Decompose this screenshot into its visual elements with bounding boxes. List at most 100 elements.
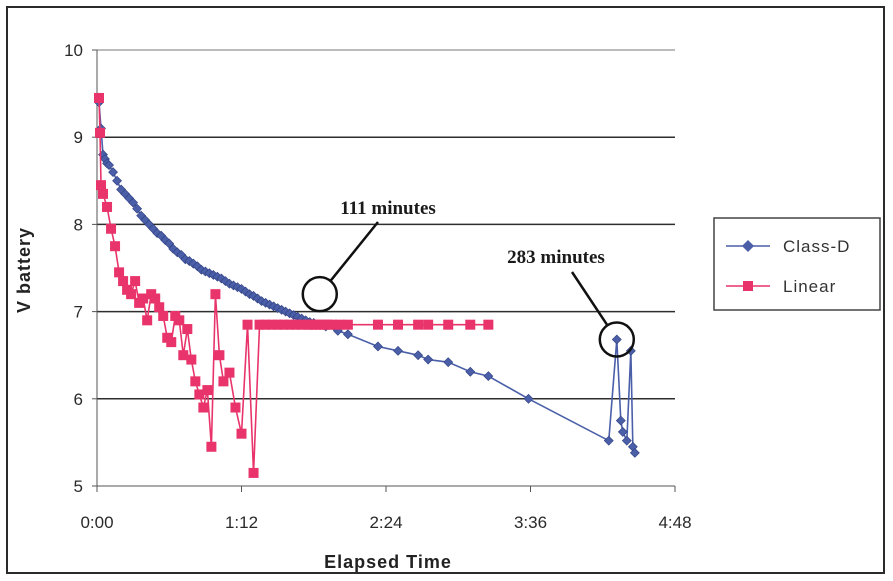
data-point <box>102 201 113 212</box>
series-linear <box>94 92 494 478</box>
data-point <box>210 289 221 300</box>
data-point <box>629 447 640 458</box>
data-point <box>182 324 193 335</box>
data-point <box>174 315 185 326</box>
data-point <box>465 319 476 330</box>
x-axis-title: Elapsed Time <box>324 552 452 572</box>
data-point <box>342 319 353 330</box>
data-point <box>154 302 165 313</box>
highlight-circle <box>598 321 636 358</box>
data-point <box>98 188 109 199</box>
data-point <box>202 385 213 396</box>
data-point <box>248 467 259 478</box>
data-point <box>214 350 225 361</box>
data-point <box>254 319 265 330</box>
x-tick-label: 4:48 <box>658 513 691 532</box>
data-point <box>334 319 345 330</box>
series-layer <box>94 92 640 478</box>
data-point <box>158 310 169 321</box>
data-point <box>465 366 476 377</box>
annotation-label: 283 minutes <box>507 247 605 268</box>
data-point <box>483 371 494 382</box>
data-point <box>224 367 235 378</box>
axes: 5 6 7 8 9 10 0:00 1:12 2:24 3:36 4:48 <box>64 41 691 532</box>
legend: Class-D Linear <box>713 217 881 311</box>
data-point <box>150 293 161 304</box>
y-tick-label: 5 <box>74 477 83 496</box>
data-point <box>142 315 153 326</box>
data-point <box>443 319 454 330</box>
data-point <box>611 334 622 345</box>
data-point <box>198 402 209 413</box>
data-point <box>278 319 289 330</box>
y-tick-label: 6 <box>74 390 83 409</box>
y-tick-label: 9 <box>74 128 83 147</box>
data-point <box>423 319 434 330</box>
legend-label: Class-D <box>783 237 850 256</box>
data-point <box>621 435 632 446</box>
data-point <box>118 276 129 287</box>
annotation-label: 111 minutes <box>340 198 436 219</box>
data-point <box>372 319 383 330</box>
data-point <box>112 175 122 186</box>
data-point <box>342 329 353 340</box>
data-point <box>423 354 434 365</box>
x-tick-label: 3:36 <box>514 513 547 532</box>
data-point <box>393 345 403 356</box>
data-point <box>186 354 197 365</box>
data-point <box>194 389 205 400</box>
data-point <box>230 402 241 413</box>
data-point <box>166 337 177 348</box>
data-point <box>242 319 253 330</box>
x-tick-label: 2:24 <box>369 513 402 532</box>
data-point <box>272 319 283 330</box>
data-point <box>266 319 277 330</box>
legend-marker <box>743 281 753 291</box>
data-point <box>132 203 143 214</box>
data-point <box>218 376 229 387</box>
data-point <box>130 276 141 287</box>
data-point <box>236 428 247 439</box>
data-point <box>106 223 117 234</box>
annotations: 111 minutes 283 minutes <box>301 198 636 358</box>
data-point <box>413 350 424 361</box>
data-point <box>104 160 114 171</box>
data-point <box>138 293 149 304</box>
data-point <box>260 319 271 330</box>
data-point <box>483 319 494 330</box>
y-tick-label: 8 <box>74 215 83 234</box>
data-point <box>108 167 118 178</box>
data-point <box>296 319 307 330</box>
data-point <box>523 393 534 404</box>
gridlines <box>97 49 675 400</box>
data-point <box>95 127 106 138</box>
data-point <box>114 267 125 278</box>
data-point <box>128 197 139 208</box>
data-point <box>284 319 295 330</box>
data-point <box>413 319 424 330</box>
annotation-arrow <box>570 271 609 327</box>
x-tick-label: 1:12 <box>225 513 258 532</box>
data-point <box>94 92 105 103</box>
data-point <box>126 289 137 300</box>
annotation-arrow <box>329 221 379 282</box>
data-point <box>373 341 383 352</box>
legend-box <box>713 217 881 311</box>
data-point <box>603 435 614 446</box>
legend-label: Linear <box>783 277 836 296</box>
data-point <box>110 241 121 252</box>
data-point <box>290 319 301 330</box>
data-point <box>617 427 628 437</box>
data-point <box>443 357 454 368</box>
highlight-circle <box>301 275 339 313</box>
data-point <box>190 376 201 387</box>
y-tick-label: 10 <box>64 41 83 60</box>
data-point <box>326 319 337 330</box>
y-axis-title: V battery <box>14 227 34 313</box>
y-tick-label: 7 <box>74 303 83 322</box>
data-point <box>96 180 107 191</box>
legend-marker <box>742 240 754 252</box>
data-point <box>615 415 626 426</box>
data-point <box>178 350 189 361</box>
